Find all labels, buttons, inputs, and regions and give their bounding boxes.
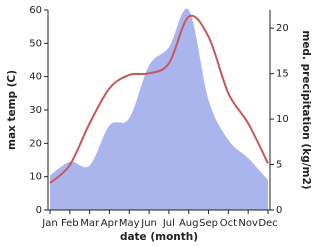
temp-line [49, 14, 269, 184]
x-tick-label: Dec [258, 218, 277, 229]
x-tick-label: Apr [101, 218, 119, 229]
y-tick-label: 0 [36, 205, 42, 216]
x-tick-label: Nov [238, 218, 258, 229]
y-tick-label: 60 [29, 5, 42, 16]
x-tick-label: Aug [179, 218, 199, 229]
x-tick-label: Oct [220, 218, 237, 229]
x-tick-label: Jan [41, 218, 57, 229]
y2-tick-label: 10 [276, 114, 289, 125]
y-tick-label: 10 [29, 172, 42, 183]
x-tick-label: Jul [162, 218, 175, 229]
y-tick-label: 50 [29, 38, 42, 49]
x-tick-label: Feb [61, 218, 79, 229]
x-tick-label: Mar [80, 218, 100, 229]
y-tick-label: 20 [29, 138, 42, 149]
precipitation-area [50, 8, 268, 210]
x-tick-label: Sep [199, 218, 218, 229]
x-tick-label: May [119, 218, 140, 229]
y2-tick-label: 20 [276, 23, 289, 34]
y2-axis-label: med. precipitation (kg/m2) [300, 30, 312, 189]
y-axis-label: max temp (C) [6, 70, 18, 150]
y2-tick-label: 5 [276, 160, 282, 171]
x-tick-label: Jun [140, 218, 157, 229]
y2-tick-label: 0 [276, 205, 282, 216]
y2-tick-label: 15 [276, 69, 289, 80]
y-tick-label: 40 [29, 72, 42, 83]
x-axis-label: date (month) [120, 231, 198, 243]
y-tick-label: 30 [29, 105, 42, 116]
